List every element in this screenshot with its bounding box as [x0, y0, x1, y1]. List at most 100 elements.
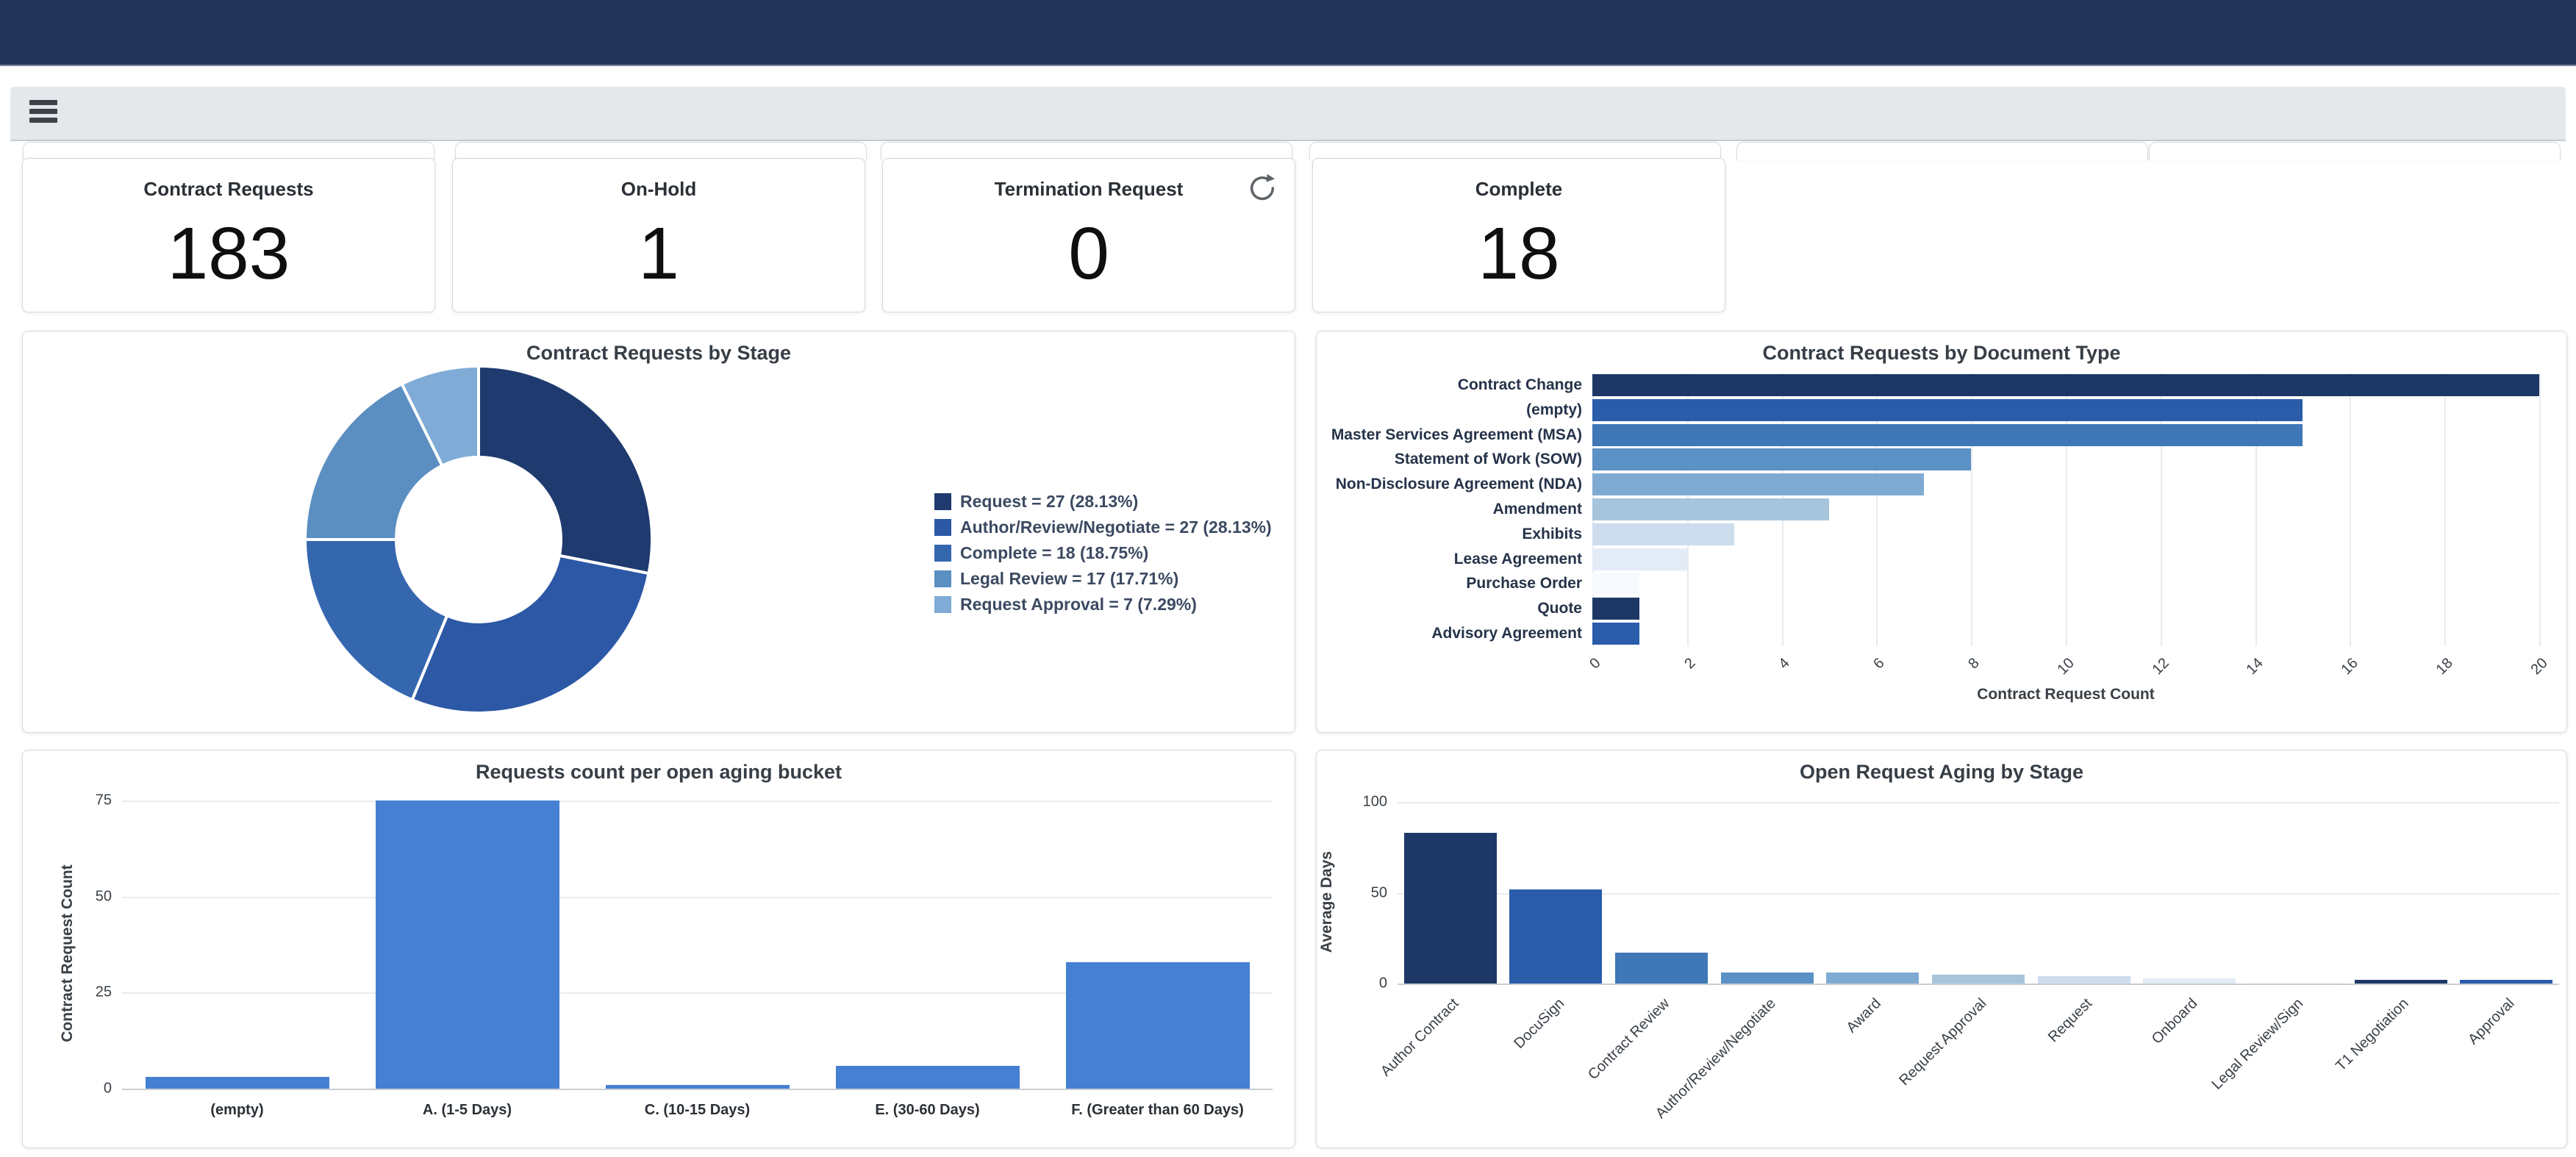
chart-title: Contract Requests by Stage: [526, 342, 792, 364]
category-label: Author/Review/Negotiate: [1652, 995, 1779, 1122]
kpi-value: 18: [1478, 212, 1560, 295]
chart-card-aging-bucket: Requests count per open aging bucket 0 25…: [22, 750, 1295, 1148]
y-tick-label: 100: [1362, 793, 1387, 810]
x-tick-label: 10: [2054, 655, 2078, 678]
legend-item[interactable]: Request Approval = 7 (7.29%): [934, 595, 1272, 615]
donut-chart: [303, 364, 654, 714]
bar[interactable]: [1826, 972, 1920, 984]
gridline: [1398, 802, 2559, 803]
bar[interactable]: [2143, 978, 2236, 984]
x-tick-label: 8: [1965, 655, 1983, 673]
category-label: Quote: [1537, 600, 1582, 617]
bar[interactable]: [1615, 953, 1709, 984]
category-label: Lease Agreement: [1453, 550, 1582, 567]
bar[interactable]: [1592, 448, 1972, 471]
category-label: Onboard: [2149, 995, 2201, 1047]
empty-card-slot: [2149, 142, 2561, 160]
category-label: E. (30-60 Days): [875, 1102, 980, 1118]
legend-label: Complete = 18 (18.75%): [960, 543, 1149, 562]
y-tick-label: 25: [95, 984, 112, 1000]
gridline: [2539, 373, 2541, 646]
gridline: [2255, 373, 2257, 646]
gridline: [1971, 373, 1973, 646]
kpi-value: 0: [1068, 212, 1109, 295]
bar[interactable]: [145, 1077, 329, 1089]
kpi-label: On-Hold: [620, 178, 697, 200]
category-label: Contract Review: [1585, 995, 1673, 1083]
hamburger-menu-icon[interactable]: [29, 100, 62, 126]
legend-swatch: [934, 570, 951, 587]
category-label: Exhibits: [1522, 525, 1582, 542]
bar[interactable]: [375, 800, 559, 1089]
chart-card-aging-by-stage: Open Request Aging by Stage 0 50 100 Author…: [1316, 750, 2567, 1148]
category-label: Award: [1843, 995, 1884, 1036]
bar[interactable]: [2248, 981, 2341, 984]
bar[interactable]: [2460, 980, 2553, 984]
y-tick-label: 50: [1370, 884, 1387, 900]
bar[interactable]: [1509, 889, 1603, 984]
x-tick-label: 16: [2338, 655, 2361, 678]
legend-item[interactable]: Author/Review/Negotiate = 27 (28.13%): [934, 517, 1272, 537]
category-label: Advisory Agreement: [1431, 625, 1582, 642]
bar[interactable]: [835, 1065, 1020, 1089]
y-tick-label: 0: [103, 1080, 112, 1097]
bar[interactable]: [1592, 523, 1735, 545]
legend-item[interactable]: Request = 27 (28.13%): [934, 492, 1272, 512]
category-label: Non-Disclosure Agreement (NDA): [1335, 476, 1582, 493]
gridline: [1398, 984, 2559, 985]
bar[interactable]: [1932, 974, 2025, 984]
kpi-label: Contract Requests: [143, 178, 314, 200]
category-label: DocuSign: [1511, 995, 1568, 1052]
category-label: Request Approval: [1896, 995, 1990, 1089]
kpi-value: 1: [638, 212, 679, 295]
category-label: Statement of Work (SOW): [1394, 451, 1582, 468]
gridline: [2444, 373, 2447, 646]
donut-slice[interactable]: [303, 382, 445, 541]
donut-slice[interactable]: [477, 364, 654, 576]
gridline: [2066, 373, 2067, 646]
x-tick-label: 0: [1586, 655, 1604, 673]
bar[interactable]: [605, 1084, 790, 1089]
legend-label: Request = 27 (28.13%): [960, 492, 1139, 511]
bar[interactable]: [1592, 598, 1640, 620]
bar[interactable]: [1592, 398, 2303, 421]
kpi-label: Termination Request: [994, 178, 1184, 200]
bar[interactable]: [1592, 423, 2303, 446]
donut-slice[interactable]: [303, 538, 449, 702]
bar[interactable]: [1592, 473, 1924, 496]
y-tick-label: 0: [1378, 975, 1387, 992]
chart-title: Open Request Aging by Stage: [1799, 761, 2084, 783]
bar[interactable]: [1592, 548, 1687, 570]
gridline: [2160, 373, 2162, 646]
bar[interactable]: [1592, 498, 1829, 520]
kpi-label: Complete: [1475, 178, 1563, 200]
gridline: [1398, 892, 2559, 895]
legend-item[interactable]: Complete = 18 (18.75%): [934, 543, 1272, 563]
x-tick-label: 4: [1775, 655, 1794, 673]
legend-item[interactable]: Legal Review = 17 (17.71%): [934, 569, 1272, 589]
bar[interactable]: [2037, 976, 2130, 984]
donut-slice[interactable]: [410, 554, 651, 714]
toolbar: [10, 87, 2566, 141]
x-axis-title: Contract Request Count: [1977, 686, 2155, 703]
chart-title: Requests count per open aging bucket: [475, 761, 842, 783]
bar[interactable]: [1592, 373, 2539, 396]
category-label: T1 Negotiation: [2333, 995, 2413, 1075]
bar[interactable]: [1065, 961, 1250, 1089]
bar[interactable]: [1720, 972, 1814, 984]
kpi-card: Contract Requests 183: [22, 158, 435, 312]
bar[interactable]: [1403, 832, 1497, 984]
legend-label: Author/Review/Negotiate = 27 (28.13%): [960, 517, 1272, 537]
category-label: Master Services Agreement (MSA): [1331, 426, 1582, 443]
chart-card-requests-by-stage: Contract Requests by Stage Request = 27 …: [22, 331, 1295, 733]
bar[interactable]: [2354, 980, 2447, 984]
legend-label: Legal Review = 17 (17.71%): [960, 569, 1179, 588]
donut-slice[interactable]: [399, 364, 480, 468]
legend-swatch: [934, 596, 951, 613]
bar[interactable]: [1592, 573, 1640, 595]
gridline: [122, 896, 1273, 898]
bar[interactable]: [1592, 623, 1640, 645]
empty-card-slot: [1736, 142, 2148, 160]
refresh-icon[interactable]: [1246, 172, 1278, 204]
category-label: Approval: [2465, 995, 2518, 1048]
